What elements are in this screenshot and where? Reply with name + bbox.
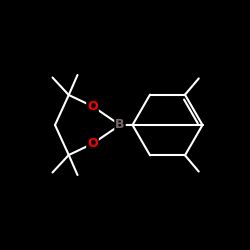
Text: B: B [115,118,125,132]
Text: O: O [87,100,98,113]
Text: O: O [87,137,98,150]
